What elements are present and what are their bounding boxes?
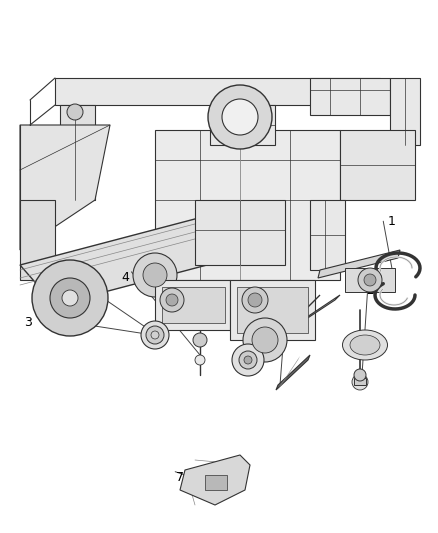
Text: 4: 4 [121, 271, 129, 284]
Ellipse shape [343, 330, 388, 360]
Polygon shape [354, 378, 366, 385]
Circle shape [352, 374, 368, 390]
Circle shape [243, 318, 287, 362]
Text: 7: 7 [176, 471, 184, 483]
Circle shape [32, 260, 108, 336]
Polygon shape [210, 105, 275, 145]
Circle shape [50, 278, 90, 318]
Circle shape [242, 287, 268, 313]
Polygon shape [278, 356, 300, 390]
Circle shape [222, 99, 258, 135]
Circle shape [208, 85, 272, 149]
Circle shape [364, 274, 376, 286]
Text: 5: 5 [81, 289, 89, 302]
Circle shape [195, 355, 205, 365]
Text: 1: 1 [388, 215, 396, 228]
FancyBboxPatch shape [205, 475, 227, 490]
Polygon shape [244, 295, 340, 360]
Circle shape [143, 263, 167, 287]
Polygon shape [230, 280, 315, 340]
Polygon shape [162, 287, 225, 323]
Circle shape [252, 327, 278, 353]
Ellipse shape [350, 335, 380, 355]
Polygon shape [255, 295, 320, 360]
Polygon shape [345, 268, 395, 292]
Text: 6: 6 [276, 295, 284, 308]
Polygon shape [155, 130, 340, 280]
Circle shape [248, 293, 262, 307]
Polygon shape [20, 125, 110, 250]
Polygon shape [310, 200, 345, 270]
Circle shape [133, 253, 177, 297]
Circle shape [141, 321, 169, 349]
Polygon shape [340, 130, 415, 200]
Circle shape [354, 369, 366, 381]
Polygon shape [237, 287, 308, 333]
Polygon shape [20, 70, 418, 480]
Text: 3: 3 [25, 316, 32, 329]
Text: 2: 2 [366, 284, 374, 297]
Circle shape [244, 356, 252, 364]
Circle shape [358, 268, 382, 292]
Circle shape [160, 288, 184, 312]
Polygon shape [310, 78, 390, 115]
Circle shape [67, 104, 83, 120]
Polygon shape [390, 78, 420, 145]
Polygon shape [20, 215, 245, 305]
Circle shape [62, 290, 78, 306]
Circle shape [146, 326, 164, 344]
Polygon shape [180, 455, 250, 505]
Polygon shape [60, 105, 95, 200]
Polygon shape [195, 200, 285, 265]
Circle shape [193, 333, 207, 347]
Circle shape [151, 331, 159, 339]
Polygon shape [20, 200, 55, 280]
Circle shape [239, 351, 257, 369]
Polygon shape [55, 78, 380, 105]
Circle shape [232, 344, 264, 376]
Circle shape [166, 294, 178, 306]
Polygon shape [318, 250, 400, 278]
Polygon shape [276, 355, 310, 390]
Polygon shape [155, 280, 230, 330]
